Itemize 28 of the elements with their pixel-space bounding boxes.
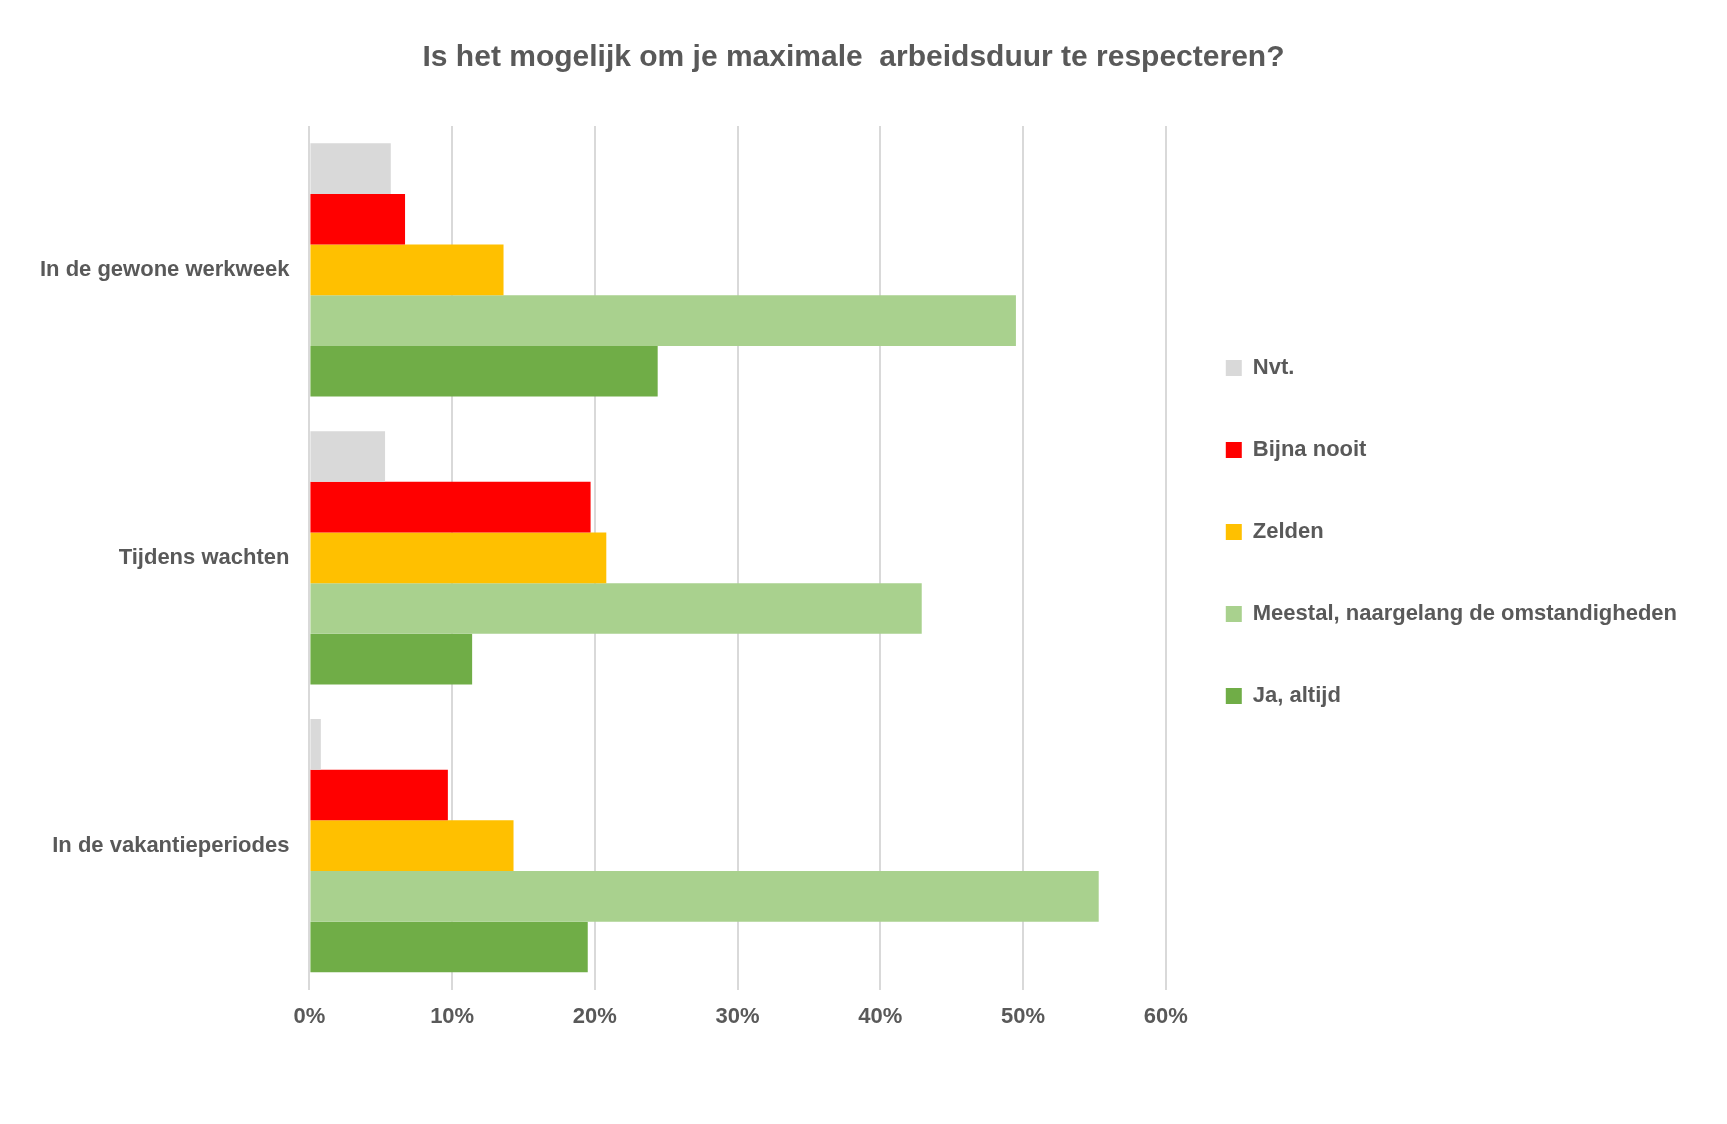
legend-label: Ja, altijd bbox=[1252, 682, 1341, 708]
x-tick-label: 10% bbox=[430, 1002, 475, 1028]
bar bbox=[310, 481, 591, 533]
legend-label: Zelden bbox=[1252, 518, 1324, 544]
bar bbox=[310, 921, 588, 973]
bar bbox=[310, 345, 658, 397]
x-tick-label: 0% bbox=[293, 1002, 326, 1028]
bar bbox=[310, 244, 504, 296]
bar bbox=[310, 583, 922, 634]
x-tick-label: 40% bbox=[858, 1002, 903, 1028]
x-tick-label: 60% bbox=[1143, 1002, 1188, 1028]
legend-label: Meestal, naargelang de omstandigheden bbox=[1252, 600, 1678, 626]
y-tick-label: In de gewone werkweek bbox=[39, 256, 291, 281]
bar bbox=[310, 769, 448, 821]
x-tick-label: 30% bbox=[715, 1002, 760, 1028]
x-tick-label: 50% bbox=[1001, 1002, 1046, 1028]
bar bbox=[310, 871, 1099, 922]
y-tick-label: Tijdens wachten bbox=[118, 543, 290, 569]
chart-title: Is het mogelijk om je maximale arbeidsduur te respecteren? bbox=[422, 39, 1285, 73]
bar bbox=[310, 295, 1016, 346]
legend-label: Nvt. bbox=[1252, 354, 1295, 380]
bar bbox=[310, 532, 607, 584]
bar bbox=[310, 193, 406, 245]
legend-label: Bijna nooit bbox=[1252, 436, 1368, 462]
y-tick-label: In de vakantieperiodes bbox=[52, 831, 290, 857]
x-tick-label: 20% bbox=[572, 1002, 617, 1028]
bar bbox=[310, 820, 514, 871]
bar bbox=[310, 633, 473, 685]
